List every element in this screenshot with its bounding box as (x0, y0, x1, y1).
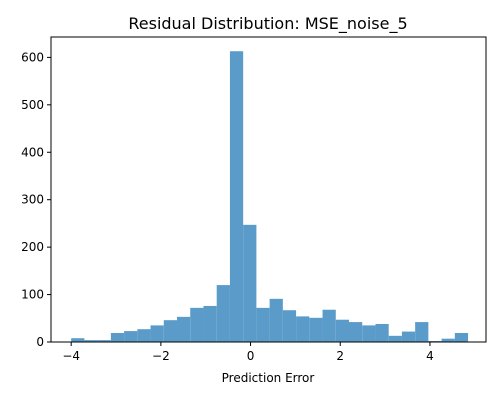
x-tick-label: −2 (152, 349, 170, 363)
histogram-bar (269, 298, 283, 342)
histogram-bar (441, 338, 455, 342)
histogram-bar (190, 307, 204, 342)
x-axis-label: Prediction Error (222, 371, 315, 385)
histogram-bar (415, 322, 429, 342)
histogram-bar (335, 319, 349, 342)
x-tick-label: 4 (426, 349, 434, 363)
histogram-bar (150, 325, 164, 342)
histogram-bar (203, 305, 217, 342)
histogram-bar (388, 335, 402, 342)
histogram-bar (256, 307, 270, 342)
histogram-bar (401, 331, 416, 342)
histogram-bar (137, 329, 151, 342)
histogram-bar (177, 316, 191, 342)
histogram-bar (454, 332, 469, 342)
histogram-bar (71, 338, 85, 342)
chart-title: Residual Distribution: MSE_noise_5 (128, 14, 407, 34)
y-tick-label: 300 (21, 193, 44, 207)
y-tick-label: 0 (36, 335, 44, 349)
histogram-bar (229, 51, 244, 343)
y-axis-ticks: 0 100 200 300 400 500 600 (21, 50, 51, 349)
histogram-bar (216, 285, 230, 342)
histogram-bar (243, 224, 257, 342)
x-tick-label: −4 (62, 349, 80, 363)
x-tick-label: 0 (247, 349, 255, 363)
plot-frame (50, 36, 487, 343)
histogram-bar (348, 322, 363, 342)
x-axis-ticks: −4 −2 0 2 4 (62, 342, 434, 363)
histogram-bar (296, 316, 310, 342)
histogram-bar (322, 309, 336, 342)
histogram-bar (309, 317, 323, 342)
y-tick-label: 100 (21, 288, 44, 302)
x-tick-label: 2 (336, 349, 344, 363)
y-tick-label: 600 (21, 50, 44, 64)
y-tick-label: 400 (21, 145, 44, 159)
histogram-bar (362, 325, 376, 342)
histogram-bar (110, 332, 125, 342)
histogram-bar (84, 340, 98, 342)
histogram-bar (375, 323, 389, 342)
bars-group (71, 51, 469, 343)
y-tick-label: 200 (21, 240, 44, 254)
histogram-bar (97, 340, 111, 342)
histogram-bar (124, 331, 138, 342)
histogram-bar (163, 320, 178, 342)
y-tick-label: 500 (21, 98, 44, 112)
histogram-bar (282, 310, 297, 342)
